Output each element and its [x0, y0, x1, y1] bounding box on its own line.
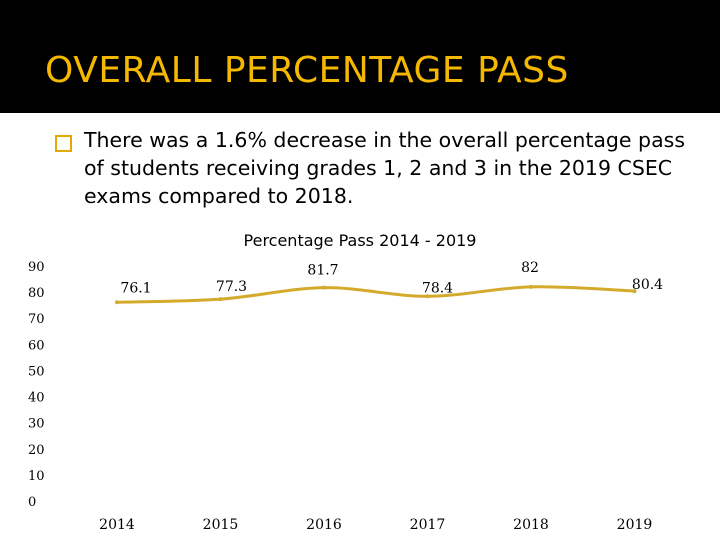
- data-point: [115, 300, 119, 305]
- x-tick-label: 2014: [99, 517, 135, 533]
- bullet-box-icon: [55, 135, 72, 152]
- line-chart: Percentage Pass 2014 - 2019 0 10 20 30 40 50 60…: [28, 231, 663, 533]
- x-tick-label: 2018: [513, 517, 549, 533]
- bullet-point: There was a 1.6% decrease in the overall…: [55, 126, 695, 210]
- chart-title: Percentage Pass 2014 - 2019: [244, 231, 477, 250]
- bullet-text: There was a 1.6% decrease in the overall…: [84, 128, 685, 208]
- data-point: [218, 297, 223, 302]
- x-tick-label: 2019: [617, 517, 653, 533]
- data-label: 82: [521, 260, 539, 276]
- y-tick-label: 10: [28, 469, 45, 484]
- data-point: [425, 294, 430, 299]
- y-tick-label: 30: [28, 417, 45, 432]
- title-bar: [0, 0, 720, 113]
- y-tick-label: 50: [28, 364, 45, 379]
- y-tick-label: 70: [28, 312, 45, 327]
- x-tick-label: 2017: [410, 517, 446, 533]
- data-label: 81.7: [307, 263, 338, 279]
- series-line: [115, 285, 636, 304]
- slide-title: OVERALL PERCENTAGE PASS: [45, 50, 569, 91]
- data-label: 76.1: [120, 280, 151, 296]
- x-tick-label: 2015: [203, 517, 239, 533]
- data-point: [632, 289, 637, 294]
- y-tick-label: 40: [28, 391, 45, 406]
- data-point: [529, 284, 533, 289]
- data-label: 77.3: [216, 279, 247, 295]
- y-tick-label: 60: [28, 338, 45, 353]
- data-label: 80.4: [632, 277, 663, 293]
- y-tick-label: 0: [28, 495, 36, 510]
- x-tick-label: 2016: [306, 517, 342, 533]
- y-tick-label: 20: [28, 443, 45, 458]
- y-tick-label: 80: [28, 286, 45, 301]
- y-tick-label: 90: [28, 260, 45, 275]
- data-point: [322, 285, 326, 290]
- data-label: 78.4: [422, 280, 453, 296]
